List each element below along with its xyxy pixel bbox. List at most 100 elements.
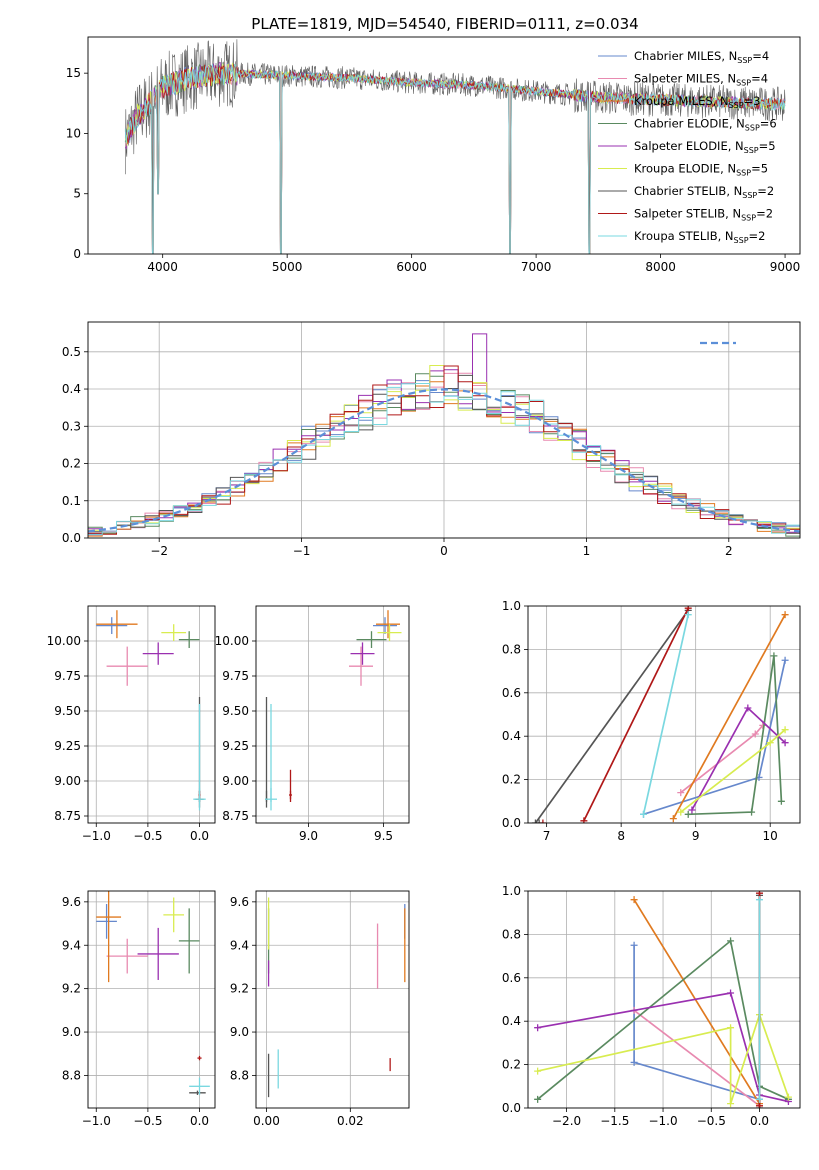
y-tick-label: 0.2 [62,457,81,471]
y-tick-label: 8.8 [62,1068,81,1082]
spectrum-line-5 [124,62,786,254]
data-point [727,1024,735,1032]
histogram-7 [88,365,800,535]
axes-frame [87,605,216,824]
y-tick-label: 9.25 [54,739,81,753]
y-tick-label: 5 [73,187,81,201]
y-tick-label: 8.75 [54,809,81,823]
data-point [781,726,789,734]
y-tick-label: 9.75 [54,669,81,683]
y-tick-label: 0.4 [62,382,81,396]
y-tick-label: 8.8 [230,1068,249,1082]
normal-curve [88,388,800,533]
x-tick-label: −1 [293,544,311,558]
y-tick-label: 9.0 [230,1025,249,1039]
y-tick-label: 10.00 [47,634,81,648]
x-tick-label: 9000 [770,260,801,274]
data-point [727,1100,735,1108]
y-tick-label: 0 [73,247,81,261]
panel-weight_vs_age: 7 8 9 10 0.0 0.2 0.4 0.6 0.8 1.0 [502,599,801,843]
panel-mass_vs_EBV: 0.00 0.02 8.8 9.0 9.2 9.4 9.6 [230,890,410,1128]
x-tick-label: −1.0 [82,1114,111,1128]
y-tick-label: 0.0 [62,531,81,545]
panel-age_vs_mass: 9.0 9.5 8.75 9.00 9.25 9.50 9.75 10.00 [215,605,410,843]
data-point [531,819,539,823]
plot-area-residuals [88,322,800,538]
data-point [727,989,735,997]
plot-area-mass_vs_EBV [256,891,409,1108]
x-tick-label: 2 [725,544,733,558]
x-tick-label: −2.0 [552,1114,581,1128]
y-tick-label: 0.1 [62,494,81,508]
x-tick-label: 0.0 [190,1114,209,1128]
data-point [748,808,756,816]
y-tick-label: 9.25 [222,739,249,753]
weight-line-2 [633,899,761,1105]
x-tick-label: 0.0 [190,829,209,843]
histogram-8 [88,383,800,536]
data-point [755,896,763,904]
y-tick-label: 1.0 [502,884,521,898]
legend-label: Kroupa MILES, NSSP=3 [634,94,760,110]
x-tick-label: 7000 [521,260,552,274]
plot-area-weight_vs_age [528,606,800,823]
y-tick-label: 9.6 [62,895,81,909]
panel-mass_vs_Z: −1.0 −0.5 0.0 8.8 9.0 9.2 9.4 9.6 [62,890,216,1128]
y-tick-label: 9.50 [54,704,81,718]
axes-frame [87,36,801,255]
data-point [766,739,774,747]
data-point [534,1095,542,1103]
weight-line-7 [583,607,689,822]
data-point [781,739,789,747]
x-tick-label: 5000 [272,260,303,274]
x-tick-label: 10 [763,829,778,843]
data-point [640,810,648,818]
legend-label: Kroupa ELODIE, NSSP=5 [634,162,768,178]
data-point [539,819,547,823]
y-tick-label: 0.5 [62,345,81,359]
legend-label: Chabrier STELIB, NSSP=2 [634,184,774,200]
y-tick-label: 9.00 [222,774,249,788]
y-tick-label: 9.2 [230,982,249,996]
y-tick-label: 9.50 [222,704,249,718]
data-point [727,937,735,945]
weight-line-1 [633,1009,761,1107]
y-tick-label: 0.6 [502,971,521,985]
spectrum-line-8 [124,64,786,254]
data-point [755,891,763,897]
axes-frame [87,321,801,539]
x-tick-label: 0 [440,544,448,558]
legend-label: Salpeter STELIB, NSSP=2 [634,207,773,223]
data-point [688,806,696,814]
y-tick-label: 1.0 [502,599,521,613]
data-point [630,1058,638,1066]
x-tick-label: −1.5 [600,1114,629,1128]
legend: Chabrier MILES, NSSP=4 Salpeter MILES, NS… [598,49,777,245]
x-tick-label: 0.0 [750,1114,769,1128]
axes-frame [255,605,410,824]
y-tick-label: 0.4 [502,1014,521,1028]
x-tick-label: 9.0 [299,829,318,843]
y-tick-label: 9.4 [62,938,81,952]
panel-weight_vs_Z: −2.0 −1.5 −1.0 −0.5 0.0 0.0 0.2 0.4 0.6 0.8 1.0 [502,884,801,1128]
y-tick-label: 0.0 [502,816,521,830]
plot-area-mass_vs_Z [88,891,215,1108]
legend-label: Chabrier MILES, NSSP=4 [634,49,769,65]
data-point [684,606,692,612]
data-point [755,1095,763,1103]
x-tick-label: 6000 [396,260,427,274]
plot-area-age_vs_Z [88,606,215,823]
y-tick-label: 10 [66,126,81,140]
panel-spectrum: 4000 5000 6000 7000 8000 9000 0 5 10 15 Chabrier M… [66,36,801,274]
panel-age_vs_Z: −1.0 −0.5 0.0 8.75 9.00 9.25 9.50 9.75 10.00 [47,605,216,843]
axes-frame [527,890,801,1109]
data-point [784,1093,792,1101]
y-tick-label: 9.75 [222,669,249,683]
axes-frame [255,890,410,1109]
data-point [677,789,685,797]
data-point [534,1024,542,1032]
data-point [630,896,638,904]
data-point [535,819,543,823]
plot-area-spectrum [124,39,786,254]
